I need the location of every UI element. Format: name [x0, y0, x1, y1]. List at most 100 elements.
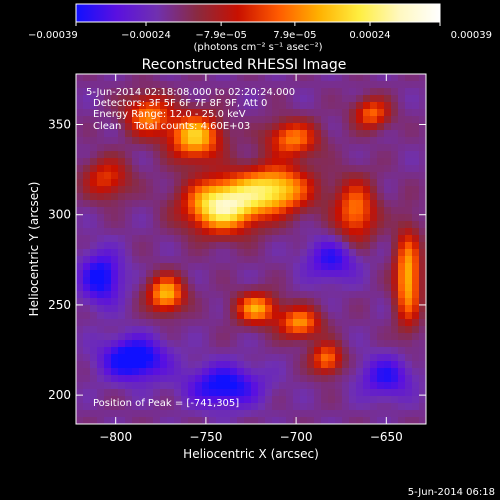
heatmap-cell [230, 291, 238, 299]
heatmap-cell [412, 88, 420, 96]
heatmap-cell [419, 235, 427, 243]
heatmap-cell [405, 193, 413, 201]
colorbar-tick-label: 0.00024 [349, 30, 390, 41]
heatmap-cell [202, 158, 210, 166]
heatmap-cell [153, 291, 161, 299]
heatmap-cell [335, 382, 343, 390]
heatmap-cell [244, 186, 252, 194]
heatmap-cell [370, 109, 378, 117]
heatmap-cell [293, 312, 301, 320]
colorbar-tick-label: −0.00024 [121, 30, 171, 41]
heatmap-cell [230, 74, 238, 82]
heatmap-cell [370, 382, 378, 390]
heatmap-cell [377, 74, 385, 82]
heatmap-cell [279, 102, 287, 110]
heatmap-cell [202, 214, 210, 222]
heatmap-cell [279, 207, 287, 215]
heatmap-cell [139, 144, 147, 152]
heatmap-cell [76, 200, 84, 208]
heatmap-cell [111, 207, 119, 215]
heatmap-cell [244, 333, 252, 341]
heatmap-cell [223, 277, 231, 285]
heatmap-cell [167, 284, 175, 292]
heatmap-cell [202, 396, 210, 404]
heatmap-cell [76, 186, 84, 194]
heatmap-cell [181, 382, 189, 390]
heatmap-cell [104, 235, 112, 243]
heatmap-cell [230, 396, 238, 404]
heatmap-cell [132, 193, 140, 201]
heatmap-cell [398, 312, 406, 320]
heatmap-cell [363, 200, 371, 208]
heatmap-cell [111, 130, 119, 138]
heatmap-cell [76, 165, 84, 173]
heatmap-cell [230, 312, 238, 320]
heatmap-cell [202, 291, 210, 299]
heatmap-cell [370, 270, 378, 278]
heatmap-cell [216, 277, 224, 285]
heatmap-cell [216, 389, 224, 397]
heatmap-cell [251, 95, 259, 103]
heatmap-cell [356, 200, 364, 208]
heatmap-cell [223, 179, 231, 187]
heatmap-cell [258, 277, 266, 285]
heatmap-cell [391, 130, 399, 138]
heatmap-cell [76, 403, 84, 411]
heatmap-cell [160, 354, 168, 362]
heatmap-cell [300, 165, 308, 173]
heatmap-cell [265, 130, 273, 138]
heatmap-cell [265, 291, 273, 299]
heatmap-cell [363, 144, 371, 152]
heatmap-cell [237, 172, 245, 180]
heatmap-cell [363, 263, 371, 271]
heatmap-cell [398, 326, 406, 334]
heatmap-cell [111, 151, 119, 159]
heatmap-cell [384, 368, 392, 376]
heatmap-cell [349, 284, 357, 292]
heatmap-cell [181, 256, 189, 264]
heatmap-cell [195, 312, 203, 320]
heatmap-cell [272, 109, 280, 117]
heatmap-cell [153, 242, 161, 250]
heatmap-cell [328, 354, 336, 362]
heatmap-cell [419, 242, 427, 250]
heatmap-cell [83, 389, 91, 397]
heatmap-cell [181, 326, 189, 334]
heatmap-cell [202, 263, 210, 271]
heatmap-cell [356, 340, 364, 348]
heatmap-cell [251, 312, 259, 320]
heatmap-cell [405, 116, 413, 124]
heatmap-cell [265, 221, 273, 229]
heatmap-cell [391, 354, 399, 362]
heatmap-cell [223, 81, 231, 89]
heatmap-cell [216, 263, 224, 271]
heatmap-cell [251, 319, 259, 327]
heatmap-cell [356, 361, 364, 369]
heatmap-cell [216, 242, 224, 250]
heatmap-cell [118, 151, 126, 159]
heatmap-cell [146, 81, 154, 89]
heatmap-cell [181, 151, 189, 159]
heatmap-cell [384, 382, 392, 390]
heatmap-cell [90, 130, 98, 138]
heatmap-cell [202, 88, 210, 96]
heatmap-cell [321, 200, 329, 208]
heatmap-cell [83, 200, 91, 208]
heatmap-cell [279, 354, 287, 362]
heatmap-cell [90, 221, 98, 229]
heatmap-cell [405, 326, 413, 334]
heatmap-cell [139, 81, 147, 89]
heatmap-cell [419, 137, 427, 145]
heatmap-cell [223, 200, 231, 208]
heatmap-cell [412, 277, 420, 285]
heatmap-cell [90, 228, 98, 236]
heatmap-cell [209, 270, 217, 278]
heatmap-cell [237, 354, 245, 362]
heatmap-cell [342, 298, 350, 306]
heatmap-cell [97, 270, 105, 278]
heatmap-cell [398, 403, 406, 411]
heatmap-cell [118, 116, 126, 124]
heatmap-cell [118, 179, 126, 187]
heatmap-cell [412, 144, 420, 152]
heatmap-cell [181, 263, 189, 271]
